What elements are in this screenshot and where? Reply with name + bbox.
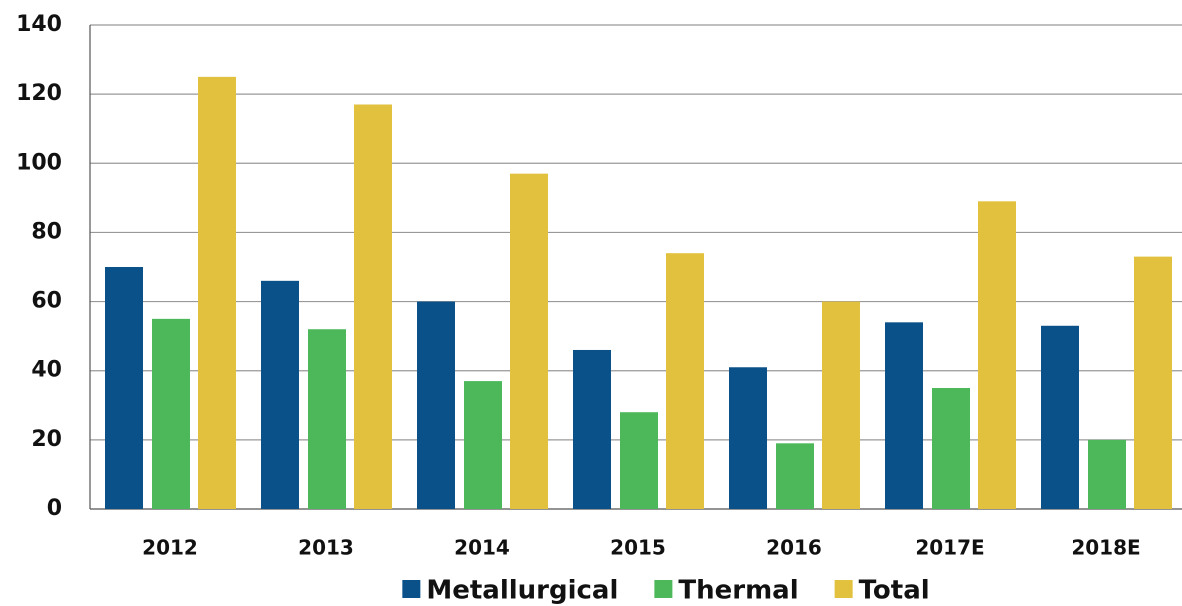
y-tick-label: 40	[31, 358, 62, 383]
bar	[464, 381, 502, 509]
bar	[1088, 439, 1126, 509]
bar	[308, 329, 346, 509]
bar	[354, 104, 392, 509]
legend-label: Thermal	[678, 576, 798, 606]
y-tick-label: 80	[31, 219, 62, 244]
bar	[510, 173, 548, 509]
x-tick-label: 2012	[142, 536, 198, 560]
bar	[573, 349, 611, 509]
legend-swatch	[402, 580, 421, 598]
bar	[105, 267, 143, 509]
legend-label: Metallurgical	[426, 576, 618, 606]
bar	[932, 388, 970, 509]
x-tick-label: 2018E	[1071, 536, 1140, 560]
x-tick-label: 2014	[454, 536, 510, 560]
bar	[978, 201, 1016, 510]
bar	[1041, 325, 1079, 509]
y-tick-label: 140	[16, 12, 62, 37]
legend-label: Total	[859, 576, 930, 606]
y-tick-label: 20	[31, 427, 62, 452]
bar	[822, 301, 860, 509]
bar	[776, 443, 814, 509]
y-tick-label: 0	[47, 496, 62, 521]
y-tick-label: 60	[31, 289, 62, 314]
bar	[666, 253, 704, 509]
bar	[152, 318, 190, 509]
bar	[1134, 256, 1172, 509]
bar	[885, 322, 923, 509]
bar	[417, 301, 455, 509]
bar	[729, 367, 767, 509]
x-tick-label: 2017E	[915, 536, 984, 560]
x-tick-label: 2015	[610, 536, 666, 560]
x-tick-label: 2013	[298, 536, 354, 560]
legend-swatch	[654, 580, 673, 598]
bar	[620, 412, 658, 509]
bar	[261, 280, 299, 509]
y-tick-label: 100	[16, 150, 62, 175]
y-tick-label: 120	[16, 81, 62, 106]
x-tick-label: 2016	[766, 536, 822, 560]
legend-swatch	[834, 580, 853, 598]
bar	[198, 76, 236, 509]
